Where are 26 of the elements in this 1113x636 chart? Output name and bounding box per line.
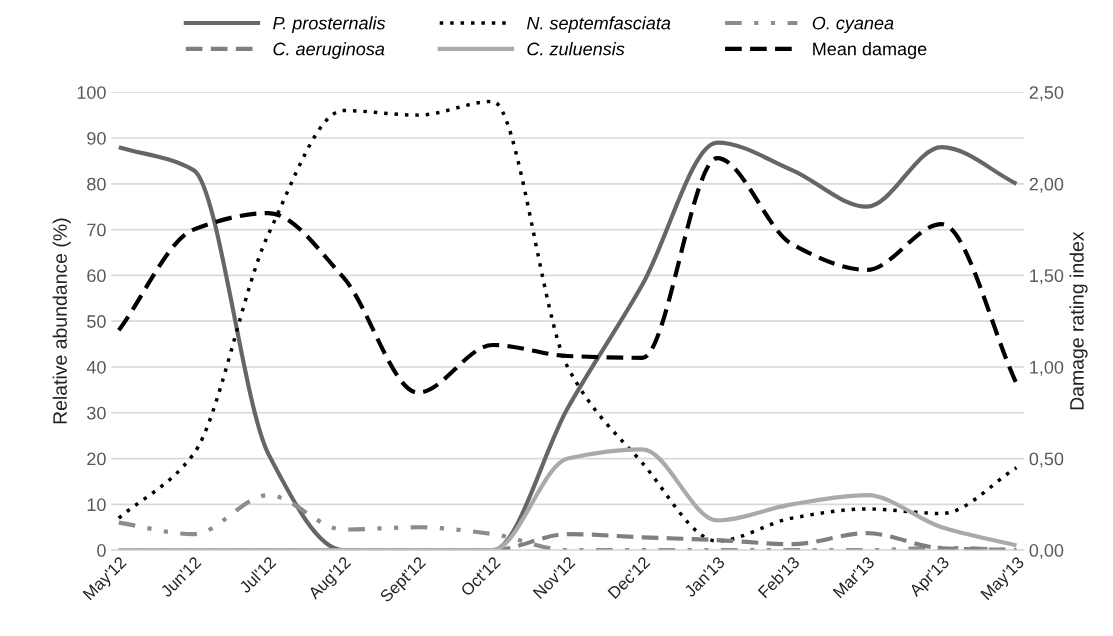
y-tick-label: 20 <box>87 452 106 466</box>
y-tick-label: 40 <box>86 360 106 374</box>
line-series <box>116 447 1019 551</box>
y-tick-label: 10 <box>87 498 106 512</box>
legend-label: C. zuluensis <box>527 42 625 56</box>
y2-tick-label: 2,00 <box>1029 177 1064 193</box>
y2-tick-label: 1,00 <box>1030 360 1064 376</box>
y-tick-label: 50 <box>87 315 106 328</box>
legend-label: C. aeruginosa <box>273 42 385 59</box>
y2-tick-label: 2,50 <box>1029 86 1064 102</box>
y2-tick-label: 1,50 <box>1030 269 1064 285</box>
y2-tick-label: 0,00 <box>1029 544 1064 559</box>
legend-label: Mean damage <box>813 42 927 59</box>
y-axis-title: Relative abundance (%) <box>52 218 71 424</box>
y-tick-label: 70 <box>87 223 106 237</box>
legend-label: N. septemfasciata <box>526 16 671 34</box>
y-tick-label: 90 <box>87 131 106 145</box>
y-tick-label: 30 <box>87 406 106 420</box>
legend-label: O. cyanea <box>812 16 894 34</box>
y2-axis-title: Damage rating index <box>1069 231 1088 410</box>
y-tick-label: 100 <box>77 86 106 99</box>
y2-tick-label: 0,50 <box>1029 452 1064 468</box>
y-tick-label: 80 <box>87 177 106 191</box>
legend-label: P. prosternalis <box>273 16 386 34</box>
y-tick-label: 60 <box>87 269 106 283</box>
y-tick-label: 0 <box>97 544 106 557</box>
